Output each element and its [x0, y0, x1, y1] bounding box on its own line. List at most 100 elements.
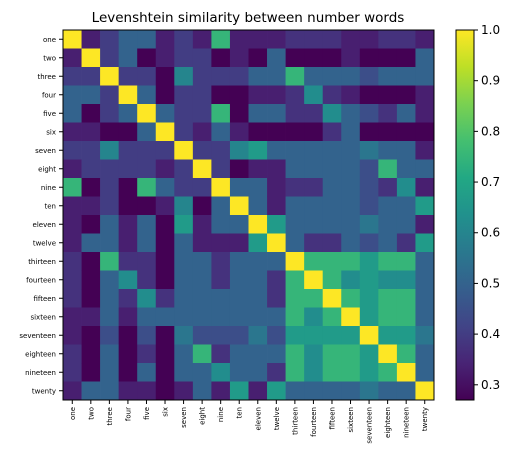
- heatmap-cell: [359, 30, 379, 49]
- heatmap-cell: [415, 326, 435, 345]
- heatmap-cell: [248, 307, 268, 327]
- heatmap-cell: [137, 67, 157, 86]
- y-tick-label: eighteen: [25, 350, 56, 358]
- heatmap-cell: [396, 233, 416, 253]
- heatmap-cell: [118, 67, 138, 86]
- heatmap-cell: [192, 30, 212, 49]
- heatmap-cell: [359, 196, 379, 216]
- heatmap-cell: [229, 196, 249, 216]
- heatmap-cell: [118, 30, 138, 49]
- heatmap-cell: [396, 67, 416, 86]
- heatmap-cell: [229, 30, 249, 49]
- heatmap-cell: [341, 104, 361, 123]
- heatmap-cell: [192, 381, 212, 401]
- heatmap-cell: [192, 48, 212, 68]
- y-tick-label: twenty: [32, 387, 56, 395]
- heatmap-cell: [396, 252, 416, 271]
- heatmap-cell: [81, 30, 101, 49]
- heatmap-cell: [155, 307, 175, 327]
- heatmap-cell: [118, 196, 138, 216]
- heatmap-cell: [415, 48, 435, 68]
- y-tick-label: four: [42, 91, 56, 99]
- heatmap-cell: [415, 270, 435, 290]
- y-tick-label: one: [43, 36, 56, 44]
- heatmap-cell: [322, 67, 342, 86]
- heatmap-cell: [396, 363, 416, 382]
- heatmap-cell: [285, 141, 305, 160]
- heatmap-cell: [359, 233, 379, 253]
- heatmap-cell: [341, 196, 361, 216]
- heatmap-cell: [155, 215, 175, 234]
- heatmap-cell: [341, 233, 361, 253]
- heatmap-cell: [304, 67, 324, 86]
- heatmap-cell: [155, 67, 175, 86]
- heatmap-cell: [155, 344, 175, 364]
- heatmap-cell: [304, 363, 324, 382]
- heatmap-cell: [285, 30, 305, 49]
- heatmap-cell: [359, 141, 379, 160]
- heatmap-cell: [304, 326, 324, 345]
- heatmap-cell: [192, 270, 212, 290]
- heatmap-cell: [341, 363, 361, 382]
- heatmap-cell: [415, 252, 435, 271]
- y-tick-label: nine: [41, 184, 56, 192]
- heatmap-cell: [229, 141, 249, 160]
- heatmap-cell: [359, 159, 379, 179]
- x-tick-label: eighteen: [384, 407, 392, 438]
- heatmap-cell: [63, 30, 82, 49]
- heatmap-cell: [267, 344, 286, 364]
- heatmap-cell: [322, 215, 342, 234]
- heatmap-cell: [378, 30, 398, 49]
- heatmap-cell: [359, 326, 379, 345]
- heatmap-cell: [322, 381, 342, 401]
- heatmap-cell: [322, 159, 342, 179]
- heatmap-cells: [63, 30, 435, 401]
- heatmap-cell: [137, 307, 157, 327]
- y-tick-label: six: [46, 128, 56, 136]
- heatmap-cell: [211, 159, 231, 179]
- heatmap-cell: [341, 289, 361, 308]
- heatmap-cell: [118, 233, 138, 253]
- heatmap-cell: [137, 85, 157, 105]
- heatmap-cell: [359, 215, 379, 234]
- heatmap-cell: [81, 289, 101, 308]
- heatmap-cell: [396, 85, 416, 105]
- heatmap-cell: [192, 215, 212, 234]
- heatmap-cell: [63, 85, 82, 105]
- heatmap-cell: [174, 363, 194, 382]
- heatmap-cell: [229, 104, 249, 123]
- heatmap-cell: [359, 85, 379, 105]
- heatmap-cell: [137, 363, 157, 382]
- heatmap-cell: [137, 381, 157, 401]
- heatmap-cell: [118, 381, 138, 401]
- heatmap-cell: [341, 326, 361, 345]
- heatmap-cell: [396, 196, 416, 216]
- x-tick-label: three: [106, 407, 114, 426]
- heatmap-cell: [229, 307, 249, 327]
- heatmap-cell: [100, 141, 119, 160]
- heatmap-cell: [285, 252, 305, 271]
- heatmap-cell: [378, 233, 398, 253]
- heatmap-cell: [304, 30, 324, 49]
- heatmap-cell: [248, 48, 268, 68]
- heatmap-cell: [267, 141, 286, 160]
- heatmap-cell: [81, 159, 101, 179]
- heatmap-cell: [267, 363, 286, 382]
- heatmap-cell: [341, 48, 361, 68]
- heatmap-cell: [229, 159, 249, 179]
- heatmap-cell: [415, 122, 435, 142]
- heatmap-cell: [63, 270, 82, 290]
- heatmap-cell: [378, 270, 398, 290]
- heatmap-cell: [359, 307, 379, 327]
- heatmap-cell: [415, 159, 435, 179]
- heatmap-cell: [378, 381, 398, 401]
- heatmap-cell: [267, 104, 286, 123]
- heatmap-cell: [211, 178, 231, 197]
- heatmap-cell: [267, 178, 286, 197]
- heatmap-cell: [341, 141, 361, 160]
- heatmap-cell: [248, 381, 268, 401]
- heatmap-cell: [285, 85, 305, 105]
- x-tick-label: eleven: [254, 407, 262, 430]
- heatmap-cell: [192, 85, 212, 105]
